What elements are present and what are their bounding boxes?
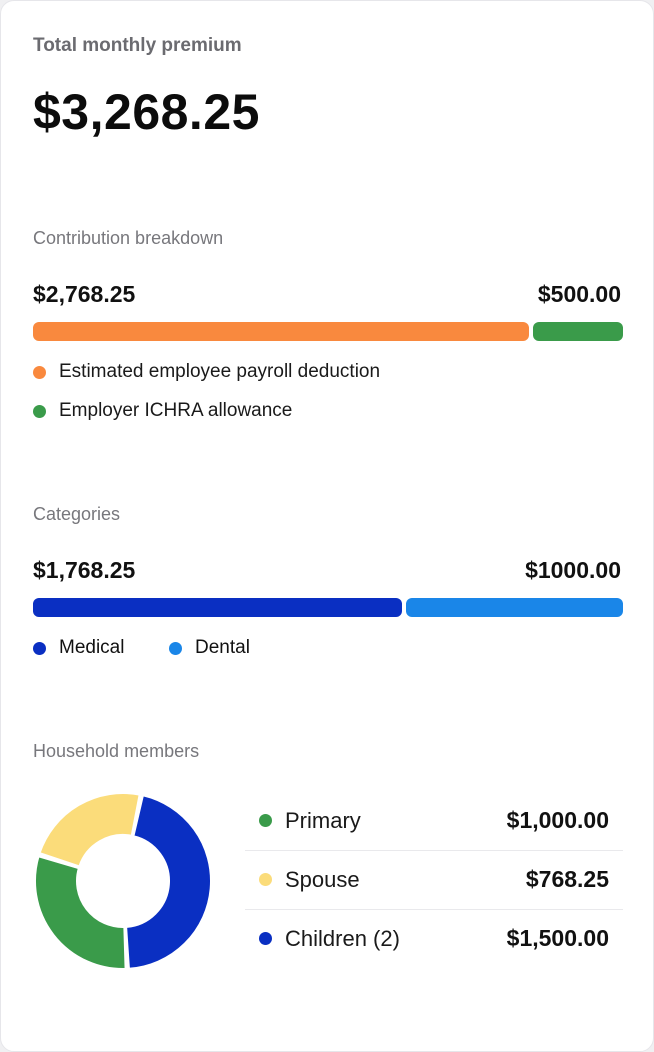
legend-label: Dental — [195, 637, 250, 658]
member-row-spouse: Spouse $768.25 — [245, 850, 623, 910]
legend-dental: Dental — [169, 637, 250, 659]
member-amount: $768.25 — [525, 866, 609, 892]
employee-deduction-amount: $2,768.25 — [33, 281, 136, 307]
categories-section-title: Categories — [33, 504, 121, 524]
legend-label: Medical — [59, 637, 125, 658]
member-row-children: Children (2) $1,500.00 — [245, 909, 623, 968]
green-dot-icon — [259, 814, 272, 827]
employee-deduction-bar — [33, 322, 529, 341]
medical-bar — [33, 598, 402, 617]
legend-employee-deduction: Estimated employee payroll deduction — [33, 361, 380, 383]
member-amount: $1,500.00 — [506, 925, 609, 951]
orange-dot-icon — [33, 365, 46, 379]
light-blue-dot-icon — [169, 641, 182, 655]
medical-amount: $1,768.25 — [33, 557, 136, 583]
contribution-section-title: Contribution breakdown — [33, 228, 224, 248]
yellow-dot-icon — [259, 873, 272, 886]
total-premium-label: Total monthly premium — [33, 35, 242, 56]
member-name: Spouse — [285, 866, 360, 892]
blue-dot-icon — [33, 641, 46, 655]
household-donut-chart — [34, 792, 212, 970]
household-section-title: Household members — [33, 741, 200, 761]
legend-label: Estimated employee payroll deduction — [59, 361, 381, 382]
dental-amount: $1000.00 — [525, 557, 621, 583]
member-name: Children (2) — [285, 925, 400, 951]
donut-slice-children-2 — [125, 794, 212, 970]
legend-medical: Medical — [33, 637, 124, 659]
employer-allowance-amount: $500.00 — [537, 281, 621, 307]
member-name: Primary — [285, 807, 361, 833]
employer-allowance-bar — [533, 322, 623, 341]
blue-dot-icon — [259, 932, 272, 945]
legend-label: Employer ICHRA allowance — [59, 400, 293, 421]
member-row-primary: Primary $1,000.00 — [245, 791, 623, 851]
green-dot-icon — [33, 404, 46, 418]
dental-bar — [406, 598, 623, 617]
legend-employer-allowance: Employer ICHRA allowance — [33, 400, 292, 422]
donut-slice-primary — [34, 855, 127, 970]
donut-slice-spouse — [38, 792, 141, 868]
total-premium-amount: $3,268.25 — [33, 84, 260, 140]
member-amount: $1,000.00 — [506, 807, 609, 833]
